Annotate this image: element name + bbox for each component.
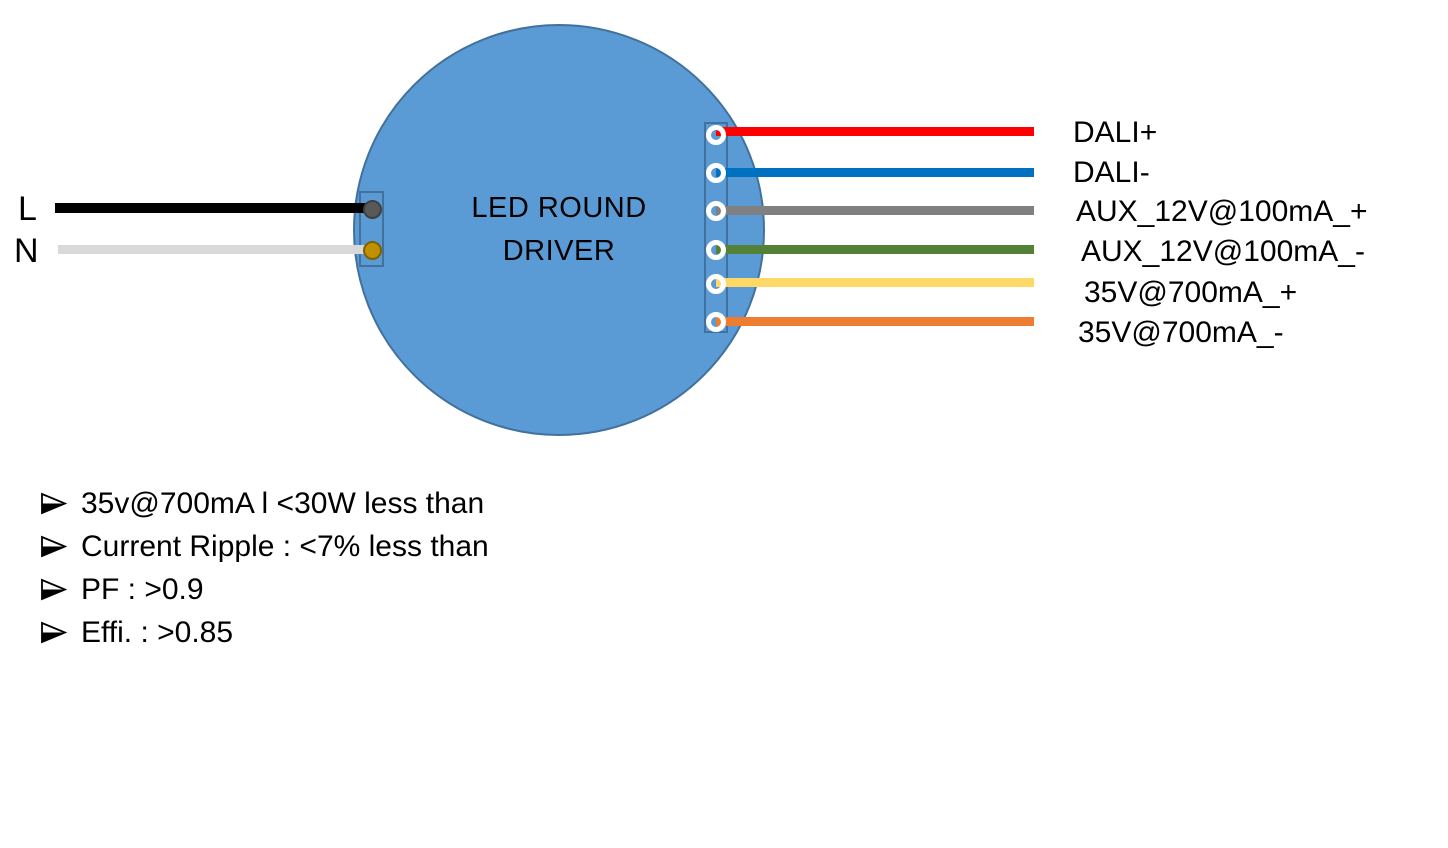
spec-item-pf: PF : >0.9 <box>40 568 489 611</box>
output-wire-aux-minus <box>716 245 1034 254</box>
line-label: L <box>18 190 37 228</box>
output-label-led-plus: 35V@700mA_+ <box>1084 276 1298 309</box>
arrow-bullet-icon <box>41 621 67 644</box>
driver-title: LED ROUND DRIVER <box>471 187 646 273</box>
input-connector <box>359 191 384 267</box>
terminal-ring-icon <box>706 163 726 183</box>
spec-item-efficiency: Effi. : >0.85 <box>40 611 489 654</box>
terminal-ring-icon <box>706 312 726 332</box>
spec-item-power: 35v@700mA l <30W less than <box>40 482 489 525</box>
output-label-dali-plus: DALI+ <box>1073 116 1158 149</box>
arrow-bullet-icon <box>41 535 67 558</box>
output-label-aux-plus: AUX_12V@100mA_+ <box>1076 195 1368 228</box>
line-pin <box>363 200 382 219</box>
driver-title-line1: LED ROUND <box>471 192 647 224</box>
driver-title-line2: DRIVER <box>502 235 616 267</box>
neutral-label: N <box>14 232 39 270</box>
terminal-ring-icon <box>706 240 726 260</box>
output-label-aux-minus: AUX_12V@100mA_- <box>1081 235 1365 268</box>
neutral-wire <box>58 245 370 254</box>
arrow-bullet-icon <box>41 492 67 515</box>
output-connector <box>704 122 728 333</box>
output-wire-led-minus <box>716 317 1034 326</box>
spec-item-ripple: Current Ripple : <7% less than <box>40 525 489 568</box>
neutral-pin <box>363 241 382 260</box>
terminal-ring-icon <box>706 125 726 145</box>
terminal-ring-icon <box>706 274 726 294</box>
spec-text: Current Ripple : <7% less than <box>81 529 489 563</box>
spec-text: 35v@700mA l <30W less than <box>81 486 485 520</box>
output-wire-led-plus <box>716 278 1034 287</box>
output-wire-aux-plus <box>716 206 1034 215</box>
spec-text: PF : >0.9 <box>81 572 204 606</box>
output-wire-dali-minus <box>716 168 1034 177</box>
output-wire-dali-plus <box>716 127 1034 136</box>
output-label-dali-minus: DALI- <box>1073 156 1150 189</box>
output-label-led-minus: 35V@700mA_- <box>1078 316 1284 349</box>
line-wire <box>55 203 370 213</box>
spec-list: 35v@700mA l <30W less than Current Rippl… <box>40 482 489 654</box>
spec-text: Effi. : >0.85 <box>81 615 234 649</box>
arrow-bullet-icon <box>41 578 67 601</box>
led-driver-body: LED ROUND DRIVER <box>353 24 765 436</box>
terminal-ring-icon <box>706 201 726 221</box>
